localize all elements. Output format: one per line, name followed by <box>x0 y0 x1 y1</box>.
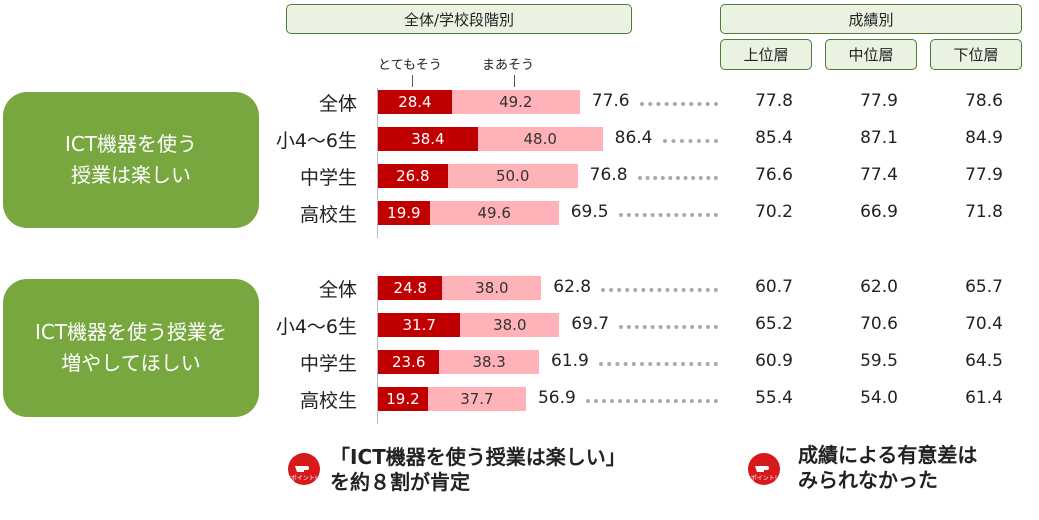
grade-value-middle: 59.5 <box>860 351 898 371</box>
grade-value-lower: 77.9 <box>965 165 1003 185</box>
bar-very: 19.9 <box>378 201 430 225</box>
grade-header: 成績別 <box>720 4 1022 34</box>
conclusion-enjoy: 「ICT機器を使う授業は楽しい」 を約８割が肯定 <box>330 445 626 494</box>
total-label: 69.5 <box>570 202 609 222</box>
row-label: 中学生 <box>299 353 357 375</box>
bar-somewhat: 38.3 <box>439 350 539 374</box>
axis-line <box>377 274 378 424</box>
row-label: 全体 <box>318 93 357 115</box>
leader-dots <box>639 102 718 106</box>
grade-value-middle: 70.6 <box>860 314 898 334</box>
grade-value-lower: 70.4 <box>965 314 1003 334</box>
pointing-hand-icon: ポイント! <box>288 453 320 485</box>
grade-value-upper: 85.4 <box>755 128 793 148</box>
grade-value-middle: 77.4 <box>860 165 898 185</box>
leader-dots <box>637 176 718 180</box>
grade-value-middle: 66.9 <box>860 202 898 222</box>
grade-value-middle: 77.9 <box>860 91 898 111</box>
bar-somewhat: 37.7 <box>427 387 526 411</box>
bar-very: 31.7 <box>378 313 461 337</box>
pointing-hand-icon: ポイント! <box>748 453 780 485</box>
row-label: 全体 <box>318 279 357 301</box>
question-enjoy: ICT機器を使う 授業は楽しい <box>3 92 259 228</box>
total-label: 77.6 <box>591 91 630 111</box>
leader-dots <box>618 213 718 217</box>
bar-somewhat: 49.6 <box>429 201 559 225</box>
total-label: 61.9 <box>550 351 589 371</box>
row-label: 中学生 <box>299 167 357 189</box>
point-icon-label: ポイント! <box>751 474 777 482</box>
legend-somewhat: まあそう <box>482 58 535 73</box>
leader-dots <box>601 288 718 292</box>
grade-value-lower: 61.4 <box>965 388 1003 408</box>
grade-value-lower: 71.8 <box>965 202 1003 222</box>
bar-very: 38.4 <box>378 127 478 151</box>
grade-value-upper: 76.6 <box>755 165 793 185</box>
bar-very: 24.8 <box>378 276 443 300</box>
school-stage-header: 全体/学校段階別 <box>286 4 632 34</box>
leader-dots <box>662 139 718 143</box>
axis-line <box>377 88 378 238</box>
bar-somewhat: 49.2 <box>451 90 580 114</box>
grade-value-lower: 64.5 <box>965 351 1003 371</box>
row-label: 小4〜6生 <box>275 130 357 152</box>
bar-very: 23.6 <box>378 350 440 374</box>
bar-somewhat: 48.0 <box>477 127 603 151</box>
grade-col-middle: 中位層 <box>825 39 917 70</box>
grade-value-lower: 65.7 <box>965 277 1003 297</box>
row-label: 小4〜6生 <box>275 316 357 338</box>
total-label: 86.4 <box>614 128 653 148</box>
point-icon-label: ポイント! <box>291 474 317 482</box>
bar-very: 19.2 <box>378 387 428 411</box>
bar-somewhat: 50.0 <box>447 164 578 188</box>
grade-value-middle: 87.1 <box>860 128 898 148</box>
grade-value-middle: 54.0 <box>860 388 898 408</box>
grade-col-lower: 下位層 <box>930 39 1022 70</box>
grade-value-upper: 70.2 <box>755 202 793 222</box>
grade-value-upper: 60.9 <box>755 351 793 371</box>
total-label: 69.7 <box>571 314 610 334</box>
legend-very: とてもそう <box>378 58 442 73</box>
grade-value-upper: 65.2 <box>755 314 793 334</box>
row-label: 高校生 <box>299 390 357 412</box>
leader-dots <box>598 362 718 366</box>
bar-somewhat: 38.0 <box>442 276 542 300</box>
grade-value-middle: 62.0 <box>860 277 898 297</box>
total-label: 62.8 <box>553 277 592 297</box>
bar-very: 26.8 <box>378 164 448 188</box>
question-increase: ICT機器を使う授業を 増やしてほしい <box>3 279 259 417</box>
grade-value-lower: 84.9 <box>965 128 1003 148</box>
grade-col-upper: 上位層 <box>720 39 812 70</box>
legend-very-tick <box>412 75 413 87</box>
conclusion-grade: 成績による有意差は みられなかった <box>798 443 978 492</box>
row-label: 高校生 <box>299 204 357 226</box>
grade-value-upper: 60.7 <box>755 277 793 297</box>
leader-dots <box>585 399 718 403</box>
bar-very: 28.4 <box>378 90 452 114</box>
bar-somewhat: 38.0 <box>460 313 560 337</box>
total-label: 56.9 <box>537 388 576 408</box>
grade-value-upper: 55.4 <box>755 388 793 408</box>
leader-dots <box>619 325 718 329</box>
grade-value-lower: 78.6 <box>965 91 1003 111</box>
grade-value-upper: 77.8 <box>755 91 793 111</box>
legend-somewhat-tick <box>514 75 515 87</box>
total-label: 76.8 <box>589 165 628 185</box>
